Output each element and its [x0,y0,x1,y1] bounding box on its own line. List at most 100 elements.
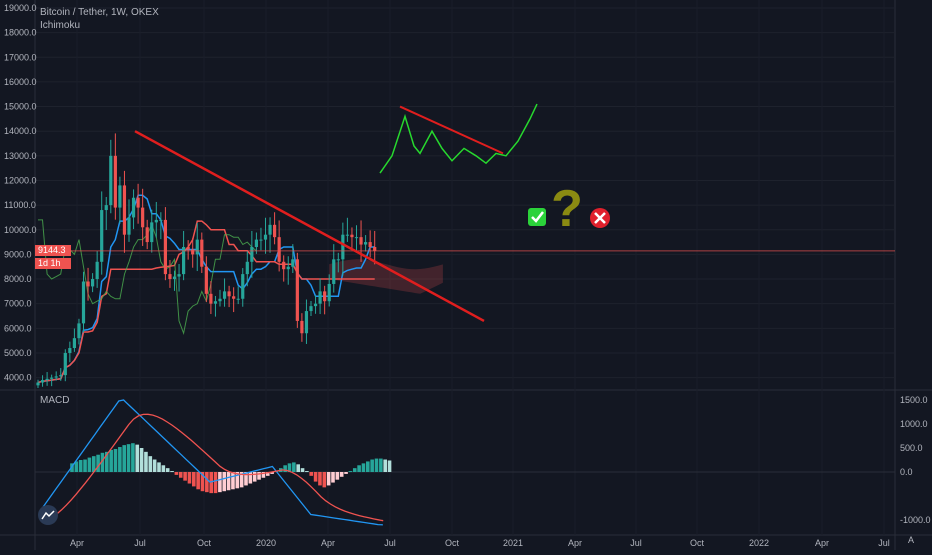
macd-histogram-bar [105,451,109,472]
macd-tick-label: 0.0 [900,467,913,477]
candle-body [91,279,95,287]
macd-histogram-bar [135,444,140,472]
candle-body [345,234,349,236]
price-tick-label: 14000.0 [4,126,37,136]
price-tick-label: 12000.0 [4,175,37,185]
macd-histogram-bar [383,459,387,472]
symbol-title[interactable]: Bitcoin / Tether, 1W, OKEX [40,7,159,18]
candle-body [354,237,359,239]
macd-histogram-bar [196,472,200,490]
candle-body [81,281,86,324]
candle-body [323,291,327,302]
macd-histogram-bar [118,447,122,472]
candle-body [86,281,90,287]
macd-histogram-bar [361,463,366,472]
macd-histogram-bar [161,465,166,472]
macd-histogram-bar [387,460,392,472]
candle-body [286,266,290,270]
macd-histogram-bar [309,472,314,476]
macd-histogram-bar [287,463,292,472]
macd-tick-label: 500.0 [900,443,923,453]
candle-body [241,274,245,299]
macd-histogram-bar [165,468,170,472]
candle-body [136,197,140,208]
macd-indicator-name[interactable]: MACD [40,395,70,406]
macd-histogram-bar [78,460,83,472]
macd-histogram-bar [252,472,257,482]
candle-body [77,323,81,339]
price-tick-label: 7000.0 [4,299,32,309]
macd-histogram-bar [305,471,309,473]
candle-body [141,207,145,228]
time-tick-label: Jul [134,538,146,548]
macd-histogram-bar [231,472,235,490]
candle-body [163,219,167,275]
macd-histogram-bar [74,461,79,472]
macd-histogram-bar [157,462,161,472]
macd-tick-label: -1000.0 [900,515,931,525]
indicator-name[interactable]: Ichimoku [40,20,81,31]
price-tick-label: 19000.0 [4,3,37,13]
candle-body [154,219,158,223]
candle-body [336,259,340,261]
candle-body [250,247,254,262]
candle-body [145,227,149,243]
macd-histogram-bar [96,454,100,472]
macd-histogram-bar [126,444,131,472]
candle-body [318,291,322,304]
macd-histogram-bar [91,456,96,472]
candle-body [227,291,231,297]
candle-body [291,259,295,267]
macd-histogram-bar [205,472,209,493]
chart-legend: Bitcoin / Tether, 1W, OKEX Ichimoku [40,6,159,32]
macd-histogram-bar [70,463,74,472]
macd-histogram-bar [139,448,144,472]
price-tick-label: 11000.0 [4,200,36,210]
tradingview-logo-icon[interactable] [38,505,58,525]
macd-histogram-bar [283,465,287,472]
candle-body [191,249,195,255]
macd-histogram-bar [261,472,266,478]
time-tick-label: Apr [321,538,335,548]
candle-body [273,224,277,238]
time-tick-label: 2022 [749,538,769,548]
candle-body [150,222,154,243]
signal-line [51,413,384,522]
macd-histogram-bar [213,472,218,494]
macd-histogram-bar [113,448,118,472]
candle-body [268,224,272,235]
macd-histogram-bar [178,472,183,478]
candle-body [59,375,63,377]
question-mark-icon: ? [551,180,583,238]
macd-histogram-bar [322,472,327,488]
candle-body [364,242,368,245]
macd-histogram-bar [209,472,213,494]
candle-body [113,155,117,208]
candle-body [368,242,372,248]
candle-body [95,261,99,280]
candle-body [72,338,76,349]
candle-body [40,380,45,383]
macd-histogram-bar [131,443,135,472]
macd-tick-label: 1500.0 [900,395,928,405]
auto-scale-button[interactable]: A [908,535,915,545]
candle-body [131,197,136,218]
candle-body [277,237,281,262]
candle-body [295,259,299,321]
macd-histogram-bar [183,472,187,481]
candle-body [259,239,263,241]
candle-body [304,311,309,334]
candle-body [122,185,127,235]
time-tick-label: Oct [197,538,212,548]
candle-body [159,219,163,221]
macd-histogram-bar [226,472,231,491]
price-tick-label: 8000.0 [4,274,32,284]
candle-body [100,210,104,262]
time-tick-label: Apr [815,538,829,548]
candle-body [104,205,108,211]
axes: 19000.0 18000.0 17000.0 16000.0 15000.0 14000… [4,3,931,548]
price-tick-label: 18000.0 [4,28,37,38]
candle-body [254,239,258,248]
candle-body [182,247,186,275]
